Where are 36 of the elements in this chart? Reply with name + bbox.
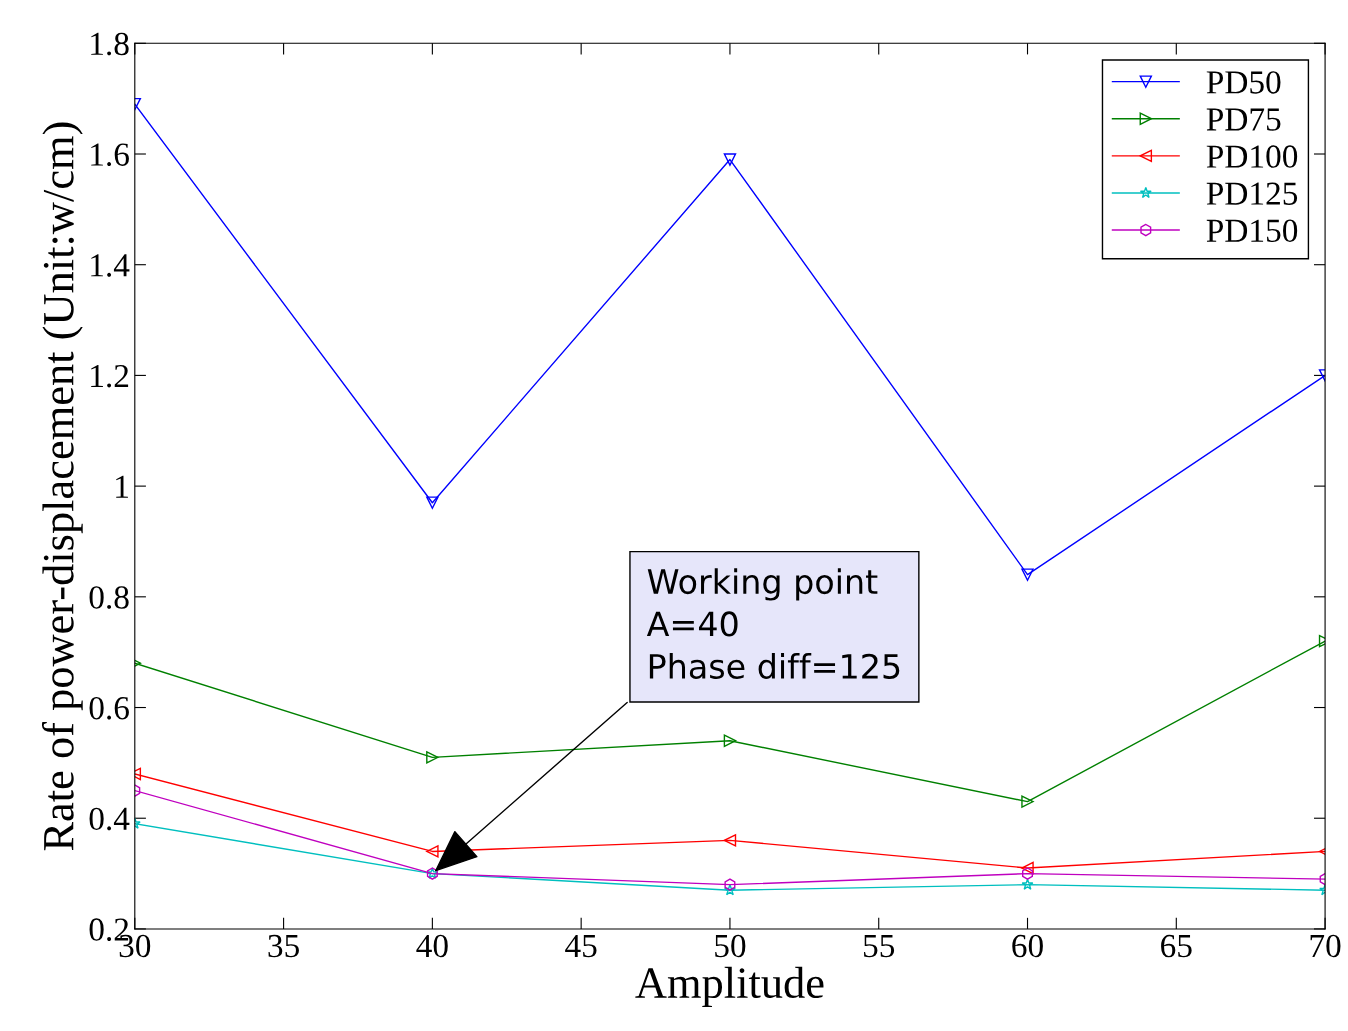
x-tick-label: 60: [1012, 934, 1043, 958]
point: [1021, 878, 1034, 890]
legend-label: PD125: [1206, 182, 1298, 205]
point: [1021, 861, 1034, 875]
point: [1021, 568, 1034, 581]
point: [1021, 795, 1034, 808]
y-tick-label: 1.4: [91, 254, 130, 277]
point: [723, 153, 737, 166]
point: [426, 751, 439, 764]
y-tick-label: 1.8: [91, 32, 129, 56]
legend-label: PD75: [1206, 108, 1281, 131]
y-tick-label: 1: [116, 475, 128, 498]
x-tick-label: 50: [715, 934, 746, 958]
x-tick-label: 40: [416, 934, 448, 958]
legend-label: PD100: [1206, 145, 1298, 168]
legend-label: PD50: [1206, 71, 1281, 94]
y-tick-label: 0.4: [89, 807, 130, 831]
y-tick-label: 0.8: [89, 586, 129, 609]
point: [1022, 867, 1034, 880]
x-tick-label: 55: [864, 935, 895, 958]
point: [723, 734, 737, 747]
x-tick-label: 45: [565, 934, 597, 958]
point: [724, 878, 736, 891]
y-tick-label: 0.6: [89, 696, 129, 720]
x-tick-label: 35: [268, 934, 299, 958]
legend-label: PD150: [1206, 219, 1298, 243]
y-tick-label: 1.6: [91, 143, 129, 167]
y-tick-label: 1.2: [91, 364, 129, 388]
x-tick-label: 70: [1310, 934, 1341, 958]
x-tick-label: 65: [1161, 934, 1192, 958]
y-axis-title: Rate of power-displacement (Unit:w/cm): [41, 122, 83, 851]
annotation: Working point A=40 Phase diff=125: [646, 568, 900, 679]
point: [426, 845, 439, 858]
x-axis-title: Amplitude: [635, 966, 824, 1008]
point: [426, 496, 439, 509]
point: [723, 834, 737, 847]
